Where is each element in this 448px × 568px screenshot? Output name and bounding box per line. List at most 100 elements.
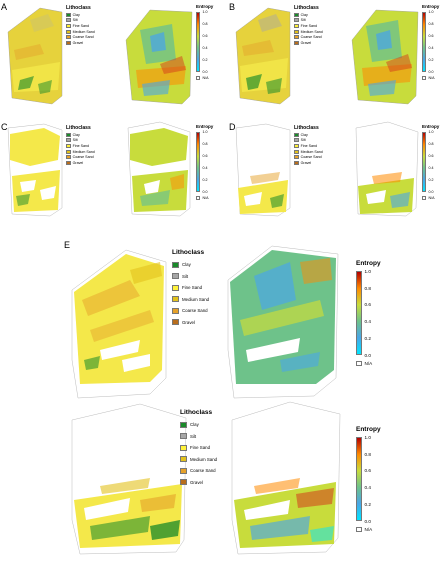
panel-label-a: A: [1, 2, 8, 12]
panel-label-b: B: [229, 2, 236, 12]
silt-swatch: [294, 138, 299, 143]
entropy-tick-label: 0.2: [202, 178, 208, 183]
entropy-tick-label: 0.4: [364, 485, 371, 491]
entropy-tick-label: 0.8: [428, 22, 434, 27]
entropy-tick-label: 0.6: [428, 34, 434, 39]
entropy-tick-label: 0.6: [202, 154, 208, 159]
gravel-swatch: [66, 40, 71, 45]
entropy-na-label: N/A: [364, 526, 373, 532]
entropy-color-bar: [356, 271, 362, 355]
entropy-na-swatch: [196, 76, 200, 80]
medium-sand-swatch: [66, 149, 71, 154]
legend-item-silt: Silt: [294, 138, 323, 144]
entropy-color-bar: [422, 132, 426, 192]
legend-item-silt: Silt: [66, 18, 95, 24]
entropy-na-swatch: [356, 527, 362, 532]
legend-item-fine-sand: Fine Sand: [294, 143, 323, 149]
entropy-tick-label: 1.0: [428, 130, 434, 135]
entropy-legend-title: Entropy: [356, 260, 381, 267]
panel-e-bottom-entropy-legend: Entropy 1.0 0.8 0.6 0.4 0.2 0.0 N/A: [356, 426, 394, 544]
legend-item-silt: Silt: [66, 138, 95, 144]
legend-item-medium-sand: Medium Sand: [294, 29, 323, 35]
coarse-sand-swatch: [172, 307, 179, 314]
fine-sand-swatch: [294, 23, 299, 28]
legend-item-fine-sand: Fine Sand: [66, 143, 95, 149]
panel-d-lithoclass-legend: Lithoclass Clay Silt Fine Sand Medium Sa…: [294, 125, 323, 166]
entropy-tick-label: 0.8: [202, 22, 208, 27]
clay-swatch: [294, 132, 299, 137]
legend-item-clay: Clay: [172, 259, 209, 271]
entropy-tick-label: 0.8: [364, 451, 371, 457]
entropy-tick-label: 1.0: [202, 130, 208, 135]
legend-item-clay: Clay: [294, 132, 323, 138]
panel-label-e: E: [64, 240, 71, 250]
entropy-tick-label: 0.0: [364, 352, 371, 358]
panel-label-d: D: [229, 122, 236, 132]
entropy-na-swatch: [356, 361, 362, 366]
entropy-tick-label: 0.0: [364, 518, 371, 524]
gravel-swatch: [294, 160, 299, 165]
entropy-tick-label: 0.0: [428, 190, 434, 195]
lithoclass-legend-title: Lithoclass: [172, 249, 205, 256]
legend-item-clay: Clay: [294, 12, 323, 18]
silt-swatch: [66, 18, 71, 23]
panel-a-entropy-legend: Entropy 1.0 0.8 0.6 0.4 0.2 0.0 N/A: [196, 4, 216, 90]
legend-item-silt: Silt: [294, 18, 323, 24]
coarse-sand-swatch: [66, 155, 71, 160]
legend-item-fine-sand: Fine Sand: [66, 23, 95, 29]
entropy-tick-label: 0.2: [364, 335, 371, 341]
entropy-tick-label: 0.4: [428, 46, 434, 51]
gravel-swatch: [172, 319, 179, 326]
medium-sand-swatch: [172, 296, 179, 303]
panel-b-entropy-legend: Entropy 1.0 0.8 0.6 0.4 0.2 0.0 N/A: [422, 4, 446, 90]
entropy-na-swatch: [422, 196, 426, 200]
legend-item-gravel: Gravel: [172, 317, 209, 329]
panel-c-entropy-legend: Entropy 1.0 0.8 0.6 0.4 0.2 0.0 N/A: [196, 124, 218, 210]
entropy-na-label: N/A: [202, 75, 209, 80]
entropy-legend-title: Entropy: [196, 124, 214, 129]
panel-d-entropy-legend: Entropy 1.0 0.8 0.6 0.4 0.2 0.0 N/A: [422, 124, 446, 210]
legend-item-gravel: Gravel: [294, 160, 323, 166]
legend-item-fine-sand: Fine Sand: [172, 282, 209, 294]
coarse-sand-swatch: [294, 155, 299, 160]
entropy-tick-label: 0.2: [428, 178, 434, 183]
entropy-tick-label: 1.0: [364, 268, 371, 274]
coarse-sand-swatch: [294, 35, 299, 40]
fine-sand-swatch: [294, 143, 299, 148]
entropy-na-label: N/A: [364, 360, 373, 366]
legend-item-medium-sand: Medium Sand: [172, 294, 209, 306]
entropy-tick-label: 0.8: [364, 285, 371, 291]
lithoclass-legend-title: Lithoclass: [66, 5, 91, 11]
panel-e-bottom-lithoclass-legend: Lithoclass Clay Silt Fine Sand Medium Sa…: [180, 409, 217, 488]
silt-swatch: [172, 273, 179, 280]
entropy-tick-label: 1.0: [202, 10, 208, 15]
clay-swatch: [66, 12, 71, 17]
entropy-na-label: N/A: [428, 195, 435, 200]
legend-item-coarse-sand: Coarse Sand: [66, 154, 95, 160]
entropy-na-swatch: [422, 76, 426, 80]
clay-swatch: [172, 261, 179, 268]
medium-sand-swatch: [66, 29, 71, 34]
legend-item-coarse-sand: Coarse Sand: [66, 34, 95, 40]
gravel-swatch: [180, 479, 187, 486]
entropy-tick-label: 0.2: [428, 58, 434, 63]
entropy-tick-label: 0.6: [202, 34, 208, 39]
entropy-tick-label: 0.0: [202, 70, 208, 75]
legend-item-clay: Clay: [66, 12, 95, 18]
legend-item-coarse-sand: Coarse Sand: [294, 154, 323, 160]
entropy-tick-label: 0.0: [202, 190, 208, 195]
legend-item-coarse-sand: Coarse Sand: [294, 34, 323, 40]
legend-item-gravel: Gravel: [294, 40, 323, 46]
coarse-sand-swatch: [180, 467, 187, 474]
legend-item-gravel: Gravel: [66, 40, 95, 46]
entropy-legend-title: Entropy: [422, 124, 440, 129]
panel-c-lithoclass-legend: Lithoclass Clay Silt Fine Sand Medium Sa…: [66, 125, 95, 166]
legend-item-medium-sand: Medium Sand: [66, 29, 95, 35]
